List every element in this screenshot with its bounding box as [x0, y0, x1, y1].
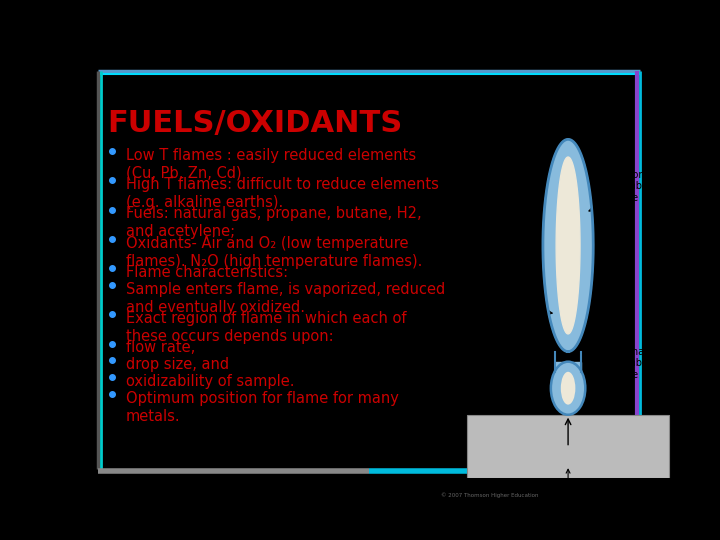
Text: oxidizability of sample.: oxidizability of sample.	[126, 374, 294, 389]
Text: Exact region of flame in which each of
these occurs depends upon:: Exact region of flame in which each of t…	[126, 311, 406, 344]
Text: drop size, and: drop size, and	[126, 357, 229, 373]
Text: Sample enters flame, is vaporized, reduced
and eventually oxidized.: Sample enters flame, is vaporized, reduc…	[126, 282, 445, 315]
Text: Oxidants- Air and O₂ (low temperature
flames). N₂O (high temperature flames).: Oxidants- Air and O₂ (low temperature fl…	[126, 236, 422, 269]
Text: Fuel-oxidant
mixture: Fuel-oxidant mixture	[538, 469, 598, 525]
Polygon shape	[543, 139, 593, 352]
Text: Fuels: natural gas, propane, butane, H2,
and acetylene;: Fuels: natural gas, propane, butane, H2,…	[126, 206, 421, 239]
Polygon shape	[555, 362, 581, 372]
Text: Flame characteristics:: Flame characteristics:	[126, 265, 288, 280]
Text: Interzonal
region: Interzonal region	[475, 295, 552, 317]
Polygon shape	[556, 157, 580, 334]
Ellipse shape	[551, 362, 585, 415]
Text: flow rate,: flow rate,	[126, 340, 195, 355]
Text: Primary
combustion
zone: Primary combustion zone	[589, 347, 673, 381]
Text: Secondary
combustion
zone: Secondary combustion zone	[589, 170, 673, 211]
Ellipse shape	[561, 372, 575, 404]
Text: FUELS/OXIDANTS: FUELS/OXIDANTS	[107, 110, 402, 138]
Text: Low T flames : easily reduced elements
(Cu, Pb, Zn, Cd): Low T flames : easily reduced elements (…	[126, 148, 415, 181]
Text: Optimum position for flame for many
metals.: Optimum position for flame for many meta…	[126, 392, 399, 424]
Bar	[467, 415, 669, 478]
Text: © 2007 Thomson Higher Education: © 2007 Thomson Higher Education	[441, 492, 539, 498]
Text: High T flames: difficult to reduce elements
(e.g. alkaline earths).: High T flames: difficult to reduce eleme…	[126, 177, 438, 210]
